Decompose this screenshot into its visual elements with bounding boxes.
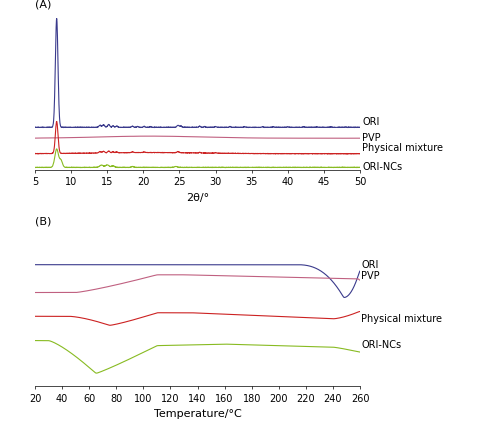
Text: (A): (A)	[35, 0, 51, 10]
Text: PVP: PVP	[362, 133, 381, 143]
Text: ORI: ORI	[362, 260, 378, 270]
X-axis label: 2θ/°: 2θ/°	[186, 193, 209, 203]
Text: ORI-NCs: ORI-NCs	[362, 340, 402, 350]
Text: ORI-NCs: ORI-NCs	[362, 163, 403, 172]
Text: Physical mixture: Physical mixture	[362, 143, 443, 153]
Text: Physical mixture: Physical mixture	[362, 314, 442, 324]
Text: PVP: PVP	[362, 271, 380, 281]
Text: (B): (B)	[35, 216, 51, 226]
Text: ORI: ORI	[362, 117, 380, 127]
X-axis label: Temperature/°C: Temperature/°C	[154, 409, 242, 419]
